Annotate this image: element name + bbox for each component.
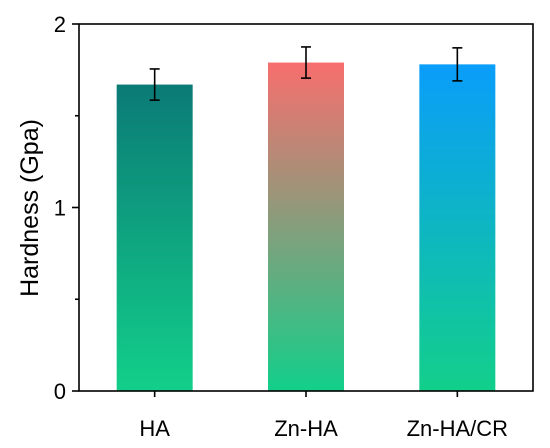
bar-zn-ha xyxy=(268,62,344,391)
x-tick-label: HA xyxy=(139,416,170,441)
bars-layer xyxy=(116,62,496,392)
error-bar xyxy=(301,46,311,79)
bar-zn-ha-cr xyxy=(419,64,496,392)
y-axis-title: Hardness (Gpa) xyxy=(16,119,44,297)
x-tick-label: Zn-HA/CR xyxy=(407,416,508,441)
y-tick-label: 0 xyxy=(54,379,66,404)
bar-ha xyxy=(116,84,193,392)
y-tick-label: 1 xyxy=(54,196,66,221)
error-bars-layer xyxy=(149,46,463,101)
y-tick-label: 2 xyxy=(54,12,66,37)
error-bar xyxy=(452,47,463,82)
ticks-layer: HA Zn-HA Zn-HA/CR 0 1 2 xyxy=(54,12,508,441)
error-bar xyxy=(149,68,160,101)
x-tick-label: Zn-HA xyxy=(274,416,338,441)
